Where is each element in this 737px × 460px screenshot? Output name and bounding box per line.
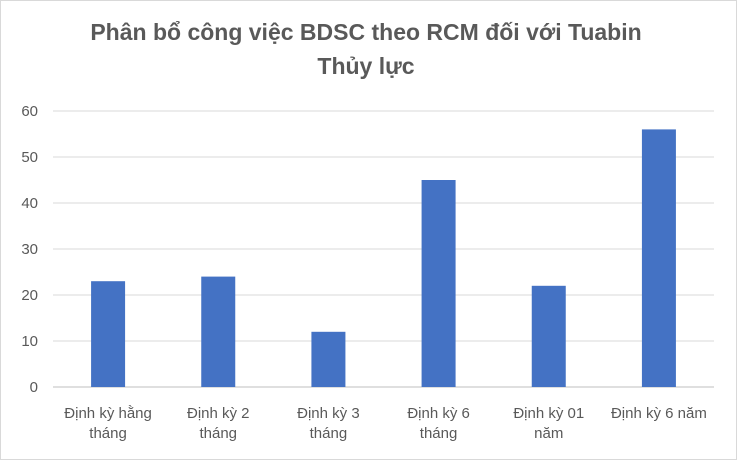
chart-title: Phân bổ công việc BDSC theo RCM đối với … xyxy=(41,15,691,83)
chart-title-line-1: Phân bổ công việc BDSC theo RCM đối với … xyxy=(90,19,642,45)
bar xyxy=(531,285,566,387)
bar xyxy=(201,276,236,387)
bar xyxy=(91,281,126,387)
x-category-label: Định kỳ 6 tháng xyxy=(407,405,470,442)
y-tick-label: 40 xyxy=(21,195,38,212)
y-tick-label: 0 xyxy=(30,379,38,396)
x-category-label: Định kỳ 3 tháng xyxy=(297,405,360,442)
y-tick-label: 50 xyxy=(21,149,38,166)
x-category-label: Định kỳ hằng tháng xyxy=(64,405,152,442)
x-category-label: Định kỳ 01 năm xyxy=(513,405,584,442)
chart-title-line-2: Thủy lực xyxy=(317,53,415,79)
x-category-label: Định kỳ 2 tháng xyxy=(187,405,250,442)
bar xyxy=(311,331,346,387)
bar xyxy=(421,180,456,387)
bar xyxy=(641,129,676,387)
y-tick-label: 10 xyxy=(21,333,38,350)
x-category-label: Định kỳ 6 năm xyxy=(611,405,707,422)
y-tick-label: 20 xyxy=(21,287,38,304)
y-tick-label: 60 xyxy=(21,103,38,120)
y-tick-label: 30 xyxy=(21,241,38,258)
